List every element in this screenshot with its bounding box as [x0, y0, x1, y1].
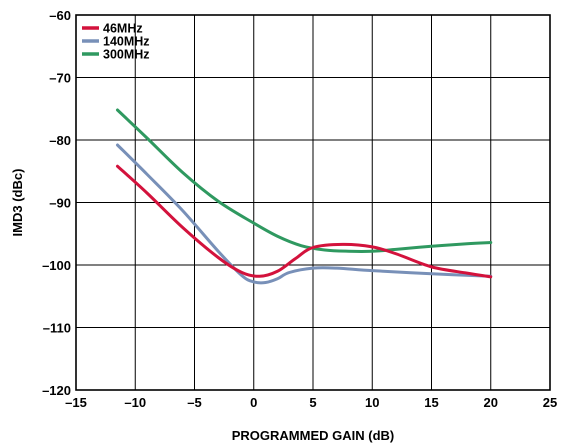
series-layer: [115, 108, 493, 285]
y-tick-label: –80: [49, 133, 71, 148]
y-tick-label: –120: [42, 383, 71, 398]
series-line-46mhz: [115, 164, 493, 279]
x-tick-labels: –15 –10 –5 0 5 10 15 20 25: [65, 395, 557, 410]
x-tick-label: 15: [424, 395, 438, 410]
x-tick-label: –5: [187, 395, 201, 410]
x-tick-label: 0: [250, 395, 257, 410]
x-tick-label: 5: [309, 395, 316, 410]
y-tick-label: –70: [49, 71, 71, 86]
x-tick-label: 25: [543, 395, 557, 410]
y-axis-title: IMD3 (dBc): [10, 169, 25, 237]
legend-label: 140MHz: [103, 35, 150, 49]
y-tick-label: –60: [49, 8, 71, 23]
y-tick-label: –100: [42, 258, 71, 273]
series-line-300mhz: [115, 108, 493, 253]
x-tick-label: 10: [365, 395, 379, 410]
grid: [76, 15, 550, 390]
x-tick-label: –15: [65, 395, 87, 410]
x-axis-title: PROGRAMMED GAIN (dB): [232, 428, 395, 443]
y-tick-labels: –60 –70 –80 –90 –100 –110 –120: [42, 8, 71, 398]
y-tick-label: –90: [49, 196, 71, 211]
plot-frame: [75, 14, 551, 391]
legend-label: 46MHz: [103, 22, 143, 36]
x-tick-label: 20: [484, 395, 498, 410]
legend-label: 300MHz: [103, 48, 150, 62]
x-tick-label: –10: [124, 395, 146, 410]
series-line-140mhz: [115, 143, 493, 285]
y-tick-label: –110: [43, 321, 71, 336]
